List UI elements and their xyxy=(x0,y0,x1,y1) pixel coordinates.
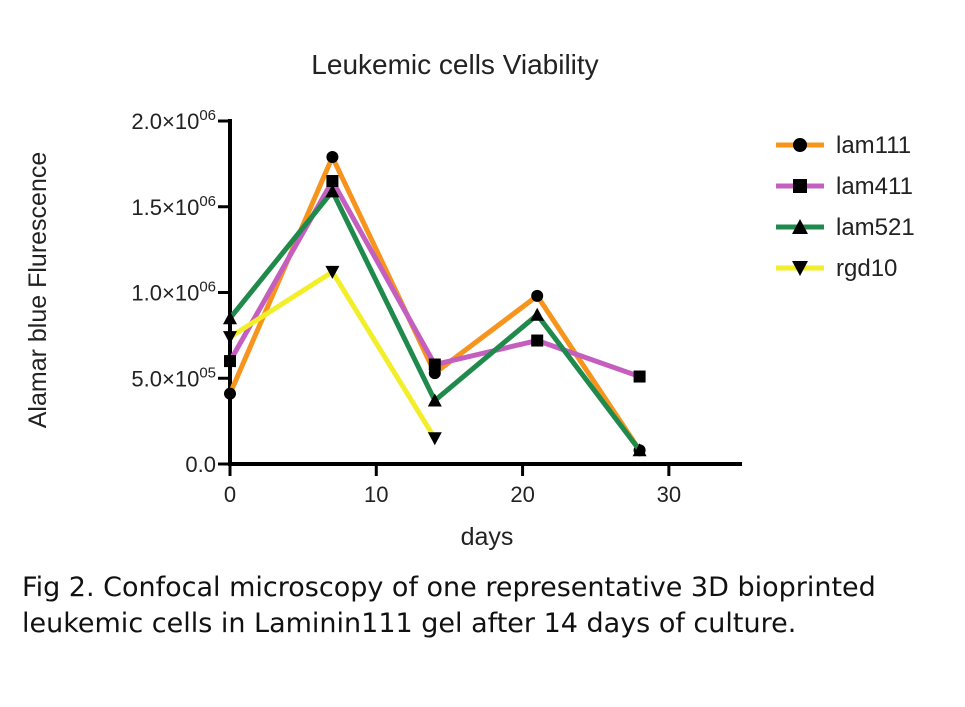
data-point xyxy=(326,175,339,188)
series-rgd10 xyxy=(223,265,442,446)
data-point xyxy=(793,179,807,193)
data-point xyxy=(632,443,647,457)
legend-item: lam521 xyxy=(776,214,915,241)
x-tick-label: 0 xyxy=(224,482,236,507)
series-line xyxy=(227,178,641,379)
y-tick-label: 2.0×1006 xyxy=(131,107,216,134)
data-point xyxy=(793,138,807,152)
data-point xyxy=(531,289,544,302)
legend: lam111 lam411 lam521 rgd10 xyxy=(776,132,915,282)
legend-item: rgd10 xyxy=(776,255,897,282)
series-line xyxy=(228,188,642,452)
x-tick-label: 20 xyxy=(510,482,534,507)
axes: 0.0 5.0×1005 1.0×1006 1.5×1006 2.0×1006 0 10 20… xyxy=(131,107,742,507)
data-point xyxy=(531,334,544,347)
y-tick-label: 0.0 xyxy=(185,452,216,477)
legend-label: rgd10 xyxy=(836,255,897,282)
legend-item: lam411 xyxy=(776,173,913,200)
legend-item: lam111 xyxy=(776,132,911,159)
legend-label: lam111 xyxy=(836,132,911,159)
data-point xyxy=(427,432,442,446)
series-lam521 xyxy=(223,184,647,457)
series-line xyxy=(228,269,437,440)
series-layer xyxy=(223,151,647,457)
x-tick-label: 30 xyxy=(657,482,681,507)
data-point xyxy=(792,219,808,234)
x-axis-label: days xyxy=(461,523,514,551)
y-tick-label: 1.5×1006 xyxy=(131,193,216,220)
y-tick-label: 1.0×1006 xyxy=(131,279,216,306)
chart: Leukemic cells Viability Alamar blue Flu… xyxy=(24,49,915,551)
data-point xyxy=(224,387,236,400)
figure-caption: Fig 2. Confocal microscopy of one repres… xyxy=(22,572,876,639)
y-axis-label: Alamar blue Flurescence xyxy=(24,152,52,429)
data-point xyxy=(428,358,441,371)
x-tick-label: 10 xyxy=(364,482,388,507)
series-lam411 xyxy=(224,175,646,383)
chart-title: Leukemic cells Viability xyxy=(311,49,598,80)
y-tick-label: 5.0×1005 xyxy=(131,364,216,391)
data-point xyxy=(530,307,545,321)
data-point xyxy=(223,331,237,345)
data-point xyxy=(223,311,237,325)
series-lam111 xyxy=(224,151,646,457)
data-point xyxy=(427,393,442,407)
data-point xyxy=(224,355,236,368)
legend-label: lam411 xyxy=(836,173,913,200)
data-point xyxy=(633,370,646,383)
data-point xyxy=(326,151,339,164)
data-point xyxy=(325,184,340,198)
legend-label: lam521 xyxy=(836,214,915,241)
data-point xyxy=(325,265,340,279)
data-point xyxy=(792,261,808,276)
